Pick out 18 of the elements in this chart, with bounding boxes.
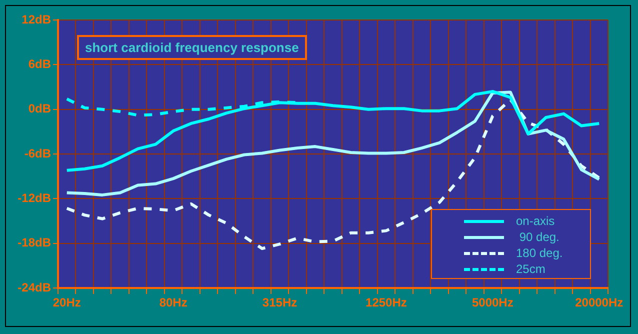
x-tick-label: 80Hz: [159, 296, 188, 310]
y-tick-label: 6dB: [28, 56, 52, 71]
legend-label: 25cm: [516, 262, 546, 276]
legend-label: 180 deg.: [516, 246, 563, 260]
y-tick-label: 12dB: [22, 12, 52, 26]
text: short cardioid frequency response: [77, 35, 307, 60]
x-tick-label: 315Hz: [262, 296, 298, 310]
x-tick-label: 20000Hz: [575, 296, 624, 310]
legend-label: 90 deg.: [518, 230, 560, 244]
y-tick-label: -24dB: [18, 280, 52, 294]
y-tick-label: 0dB: [28, 102, 52, 116]
y-tick-label: -18dB: [18, 236, 52, 250]
x-tick-label: 20Hz: [52, 296, 81, 310]
x-tick-label: 5000Hz: [472, 296, 514, 310]
x-tick-label: 1250Hz: [366, 296, 407, 310]
y-tick-label: -6dB: [24, 146, 52, 160]
legend-label: on-axis: [516, 214, 555, 228]
y-tick-label: -12dB: [18, 190, 52, 205]
